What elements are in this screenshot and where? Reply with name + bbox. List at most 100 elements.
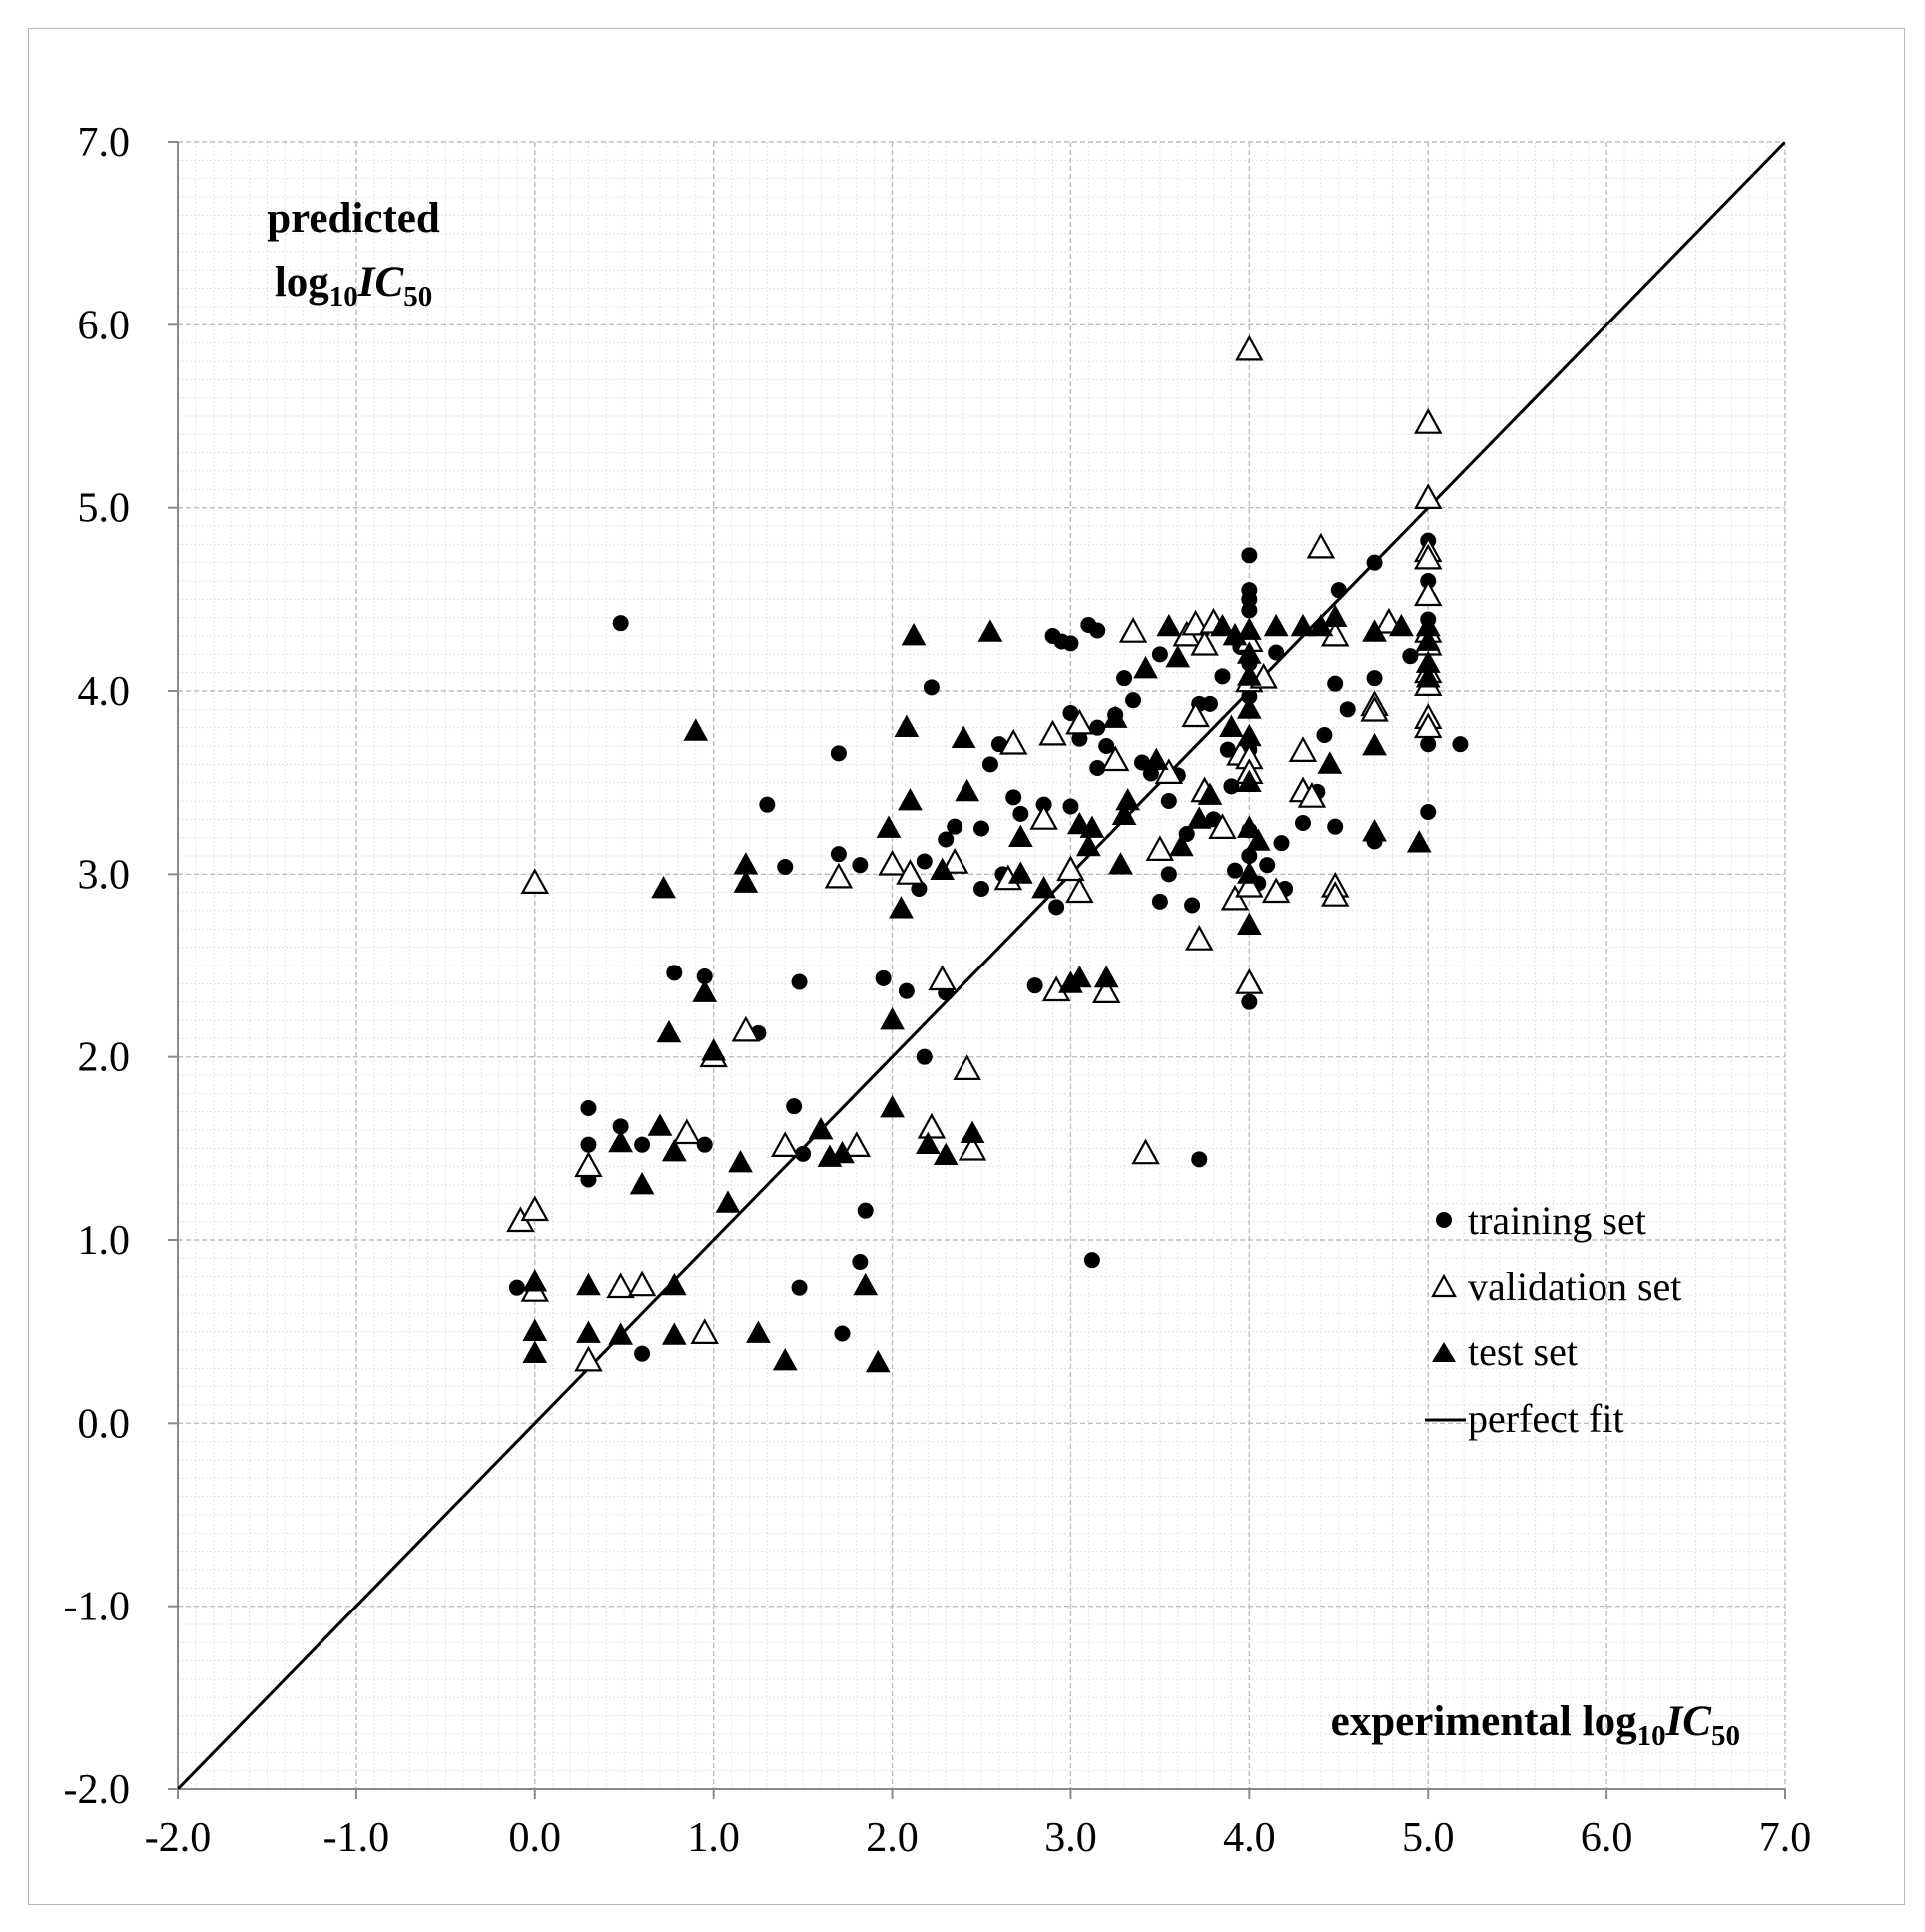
y-axis-title-line2: log10IC50	[275, 259, 432, 313]
validation-point	[1118, 617, 1148, 643]
test-point	[1415, 628, 1441, 651]
test-point	[1236, 617, 1262, 640]
training-point	[1184, 897, 1201, 914]
test-point	[1197, 782, 1223, 805]
minor-gridlines	[178, 142, 1785, 1789]
training-point	[612, 1118, 629, 1135]
test-point	[915, 1131, 941, 1155]
training-point	[791, 1279, 808, 1296]
legend-marker-training	[1436, 1212, 1452, 1228]
test-point	[951, 725, 976, 749]
training-point	[981, 756, 998, 773]
training-point	[1420, 804, 1437, 820]
y-tick-label: 1.0	[78, 1218, 131, 1264]
training-point	[1116, 670, 1133, 687]
legend-marker-validation	[1431, 1273, 1457, 1298]
training-point	[911, 881, 928, 897]
validation-point	[520, 1195, 549, 1222]
training-point	[973, 881, 989, 897]
training-point	[1151, 893, 1168, 910]
training-point	[612, 615, 629, 632]
test-point	[692, 979, 718, 1002]
test-point	[1165, 645, 1191, 668]
x-tick-label: -2.0	[145, 1815, 212, 1861]
training-point	[1219, 741, 1236, 758]
validation-point	[1235, 871, 1264, 898]
x-tick-label: 0.0	[509, 1815, 562, 1861]
validation-point	[672, 1118, 702, 1145]
test-point	[1308, 613, 1334, 637]
test-point	[733, 852, 759, 875]
test-point	[522, 1269, 548, 1292]
training-point	[777, 859, 794, 875]
test-point	[1362, 619, 1387, 642]
training-point	[634, 1136, 651, 1153]
y-tick-label: -2.0	[64, 1767, 131, 1813]
validation-point	[1029, 804, 1058, 830]
validation-point	[1100, 745, 1130, 772]
training-point	[1026, 977, 1043, 994]
training-point	[1241, 547, 1258, 564]
training-point	[696, 968, 713, 984]
test-point	[1008, 861, 1033, 884]
training-point	[580, 1136, 597, 1153]
validation-point	[958, 1134, 987, 1161]
training-point	[1241, 602, 1258, 619]
validation-point	[520, 868, 549, 894]
legend-label-test: test set	[1468, 1329, 1578, 1374]
test-point	[898, 788, 923, 811]
test-point	[1362, 733, 1387, 756]
y-tick-label: 4.0	[78, 669, 131, 715]
validation-point	[1065, 708, 1094, 735]
training-point	[1062, 635, 1079, 652]
training-point	[947, 818, 963, 835]
training-point	[1452, 736, 1469, 753]
test-point	[1415, 650, 1441, 673]
test-point	[933, 1142, 959, 1166]
training-point	[1330, 582, 1347, 599]
test-point	[865, 1349, 891, 1373]
test-point	[746, 1320, 771, 1343]
x-tick-label: 5.0	[1402, 1815, 1455, 1861]
y-tick-label: 0.0	[78, 1401, 131, 1447]
training-point	[580, 1100, 597, 1116]
training-point	[1241, 993, 1258, 1010]
training-point	[1089, 622, 1106, 639]
test-point	[1102, 705, 1128, 728]
legend-label-perfect-fit: perfect fit	[1468, 1396, 1624, 1441]
validation-point	[917, 1112, 947, 1139]
x-tick-label: 1.0	[687, 1815, 740, 1861]
test-point	[1169, 833, 1194, 857]
training-point	[1327, 675, 1344, 692]
x-tick-label: 2.0	[866, 1815, 919, 1861]
test-point	[1406, 830, 1432, 853]
y-tick-label: 5.0	[78, 486, 131, 532]
y-tick-labels: -2.0 -1.0 0.0 1.0 2.0 3.0 4.0 5.0 6.0 7.0	[64, 120, 131, 1813]
test-point	[1236, 912, 1262, 936]
training-point	[795, 1145, 812, 1162]
training-point	[1259, 857, 1276, 874]
test-point	[661, 1139, 687, 1162]
validation-point	[606, 1272, 635, 1299]
legend: training set validation set test set per…	[1425, 1198, 1681, 1441]
test-point	[608, 1129, 633, 1153]
training-point	[938, 831, 955, 848]
training-point	[1227, 862, 1244, 879]
training-point	[830, 846, 847, 863]
test-point	[1133, 656, 1158, 679]
test-point	[772, 1348, 798, 1371]
y-tick-label: -1.0	[64, 1585, 131, 1630]
training-point	[1402, 648, 1419, 665]
training-point	[1191, 1151, 1208, 1168]
test-point	[880, 1007, 905, 1030]
training-point	[1160, 866, 1177, 883]
training-point	[1420, 736, 1437, 753]
test-point	[1236, 696, 1262, 719]
test-point	[808, 1117, 834, 1140]
x-tick-label: 7.0	[1759, 1815, 1812, 1861]
major-gridlines	[178, 141, 1786, 1789]
test-point	[1210, 613, 1235, 637]
test-point	[1263, 613, 1289, 637]
validation-point	[1220, 884, 1250, 911]
